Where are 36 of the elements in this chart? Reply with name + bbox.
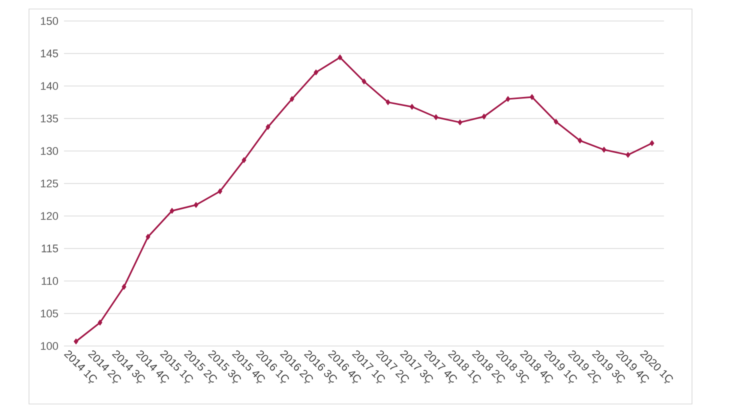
point: [554, 118, 558, 125]
y-tick-label: 125: [40, 180, 58, 188]
point: [218, 188, 222, 194]
point: [314, 69, 318, 76]
y-tick-label: 145: [40, 50, 58, 58]
y-tick-label: 130: [40, 147, 58, 155]
y-tick-label: 140: [40, 82, 58, 90]
point: [74, 338, 78, 344]
point: [602, 146, 606, 153]
point: [98, 320, 102, 326]
point: [650, 140, 654, 146]
point: [434, 114, 438, 120]
y-tick-label: 150: [40, 17, 58, 25]
point: [290, 96, 294, 102]
point: [146, 234, 150, 240]
y-tick-label: 110: [42, 277, 58, 285]
y-tick-label: 105: [40, 310, 58, 318]
point: [362, 78, 366, 84]
point: [458, 119, 462, 126]
y-tick-label: 100: [40, 342, 58, 350]
point: [482, 114, 486, 120]
point: [506, 96, 510, 102]
point: [266, 124, 270, 130]
point: [578, 138, 582, 144]
y-tick-label: 120: [40, 212, 58, 220]
y-tick-label: 115: [42, 244, 58, 252]
y-tick-label: 135: [40, 114, 58, 122]
point: [530, 94, 534, 100]
point: [242, 157, 246, 163]
point: [122, 284, 126, 290]
point: [410, 104, 414, 110]
point: [194, 202, 198, 208]
point: [386, 99, 390, 106]
point: [338, 54, 342, 60]
point: [626, 152, 630, 158]
point: [170, 208, 174, 214]
